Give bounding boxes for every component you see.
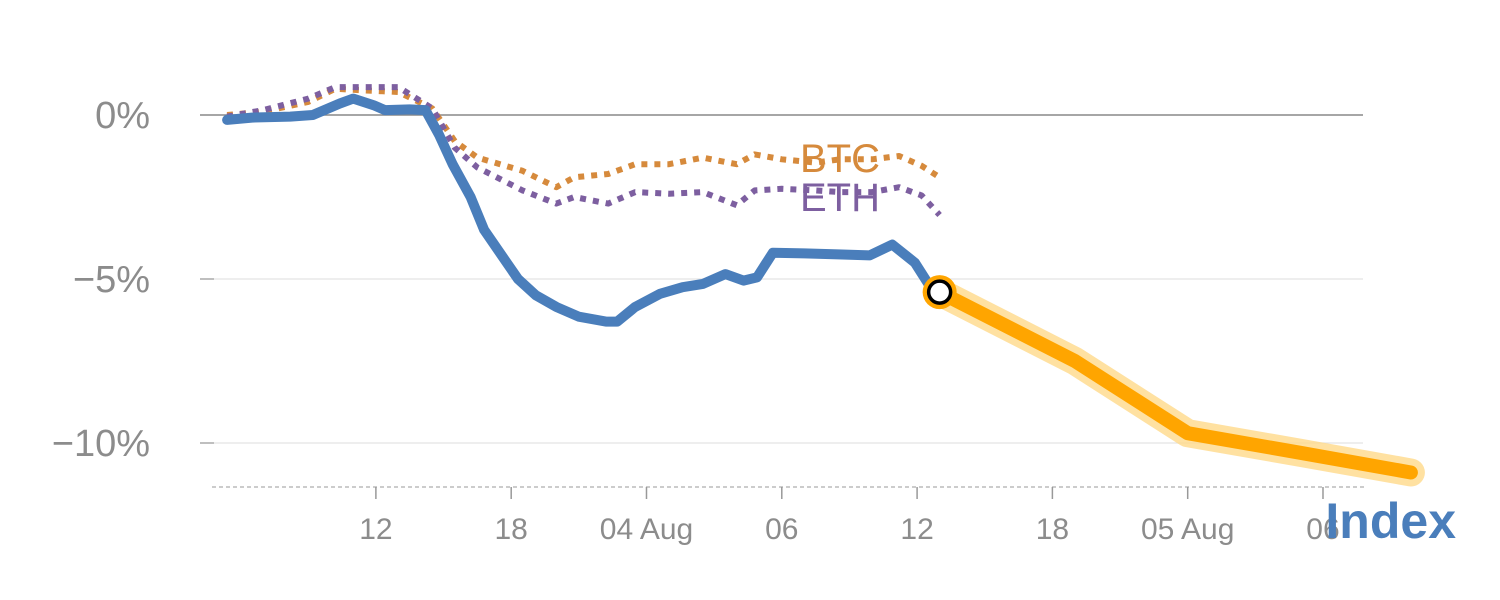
y-tick-label: 0% xyxy=(95,95,150,137)
x-tick-label: 18 xyxy=(495,513,528,546)
x-tick-label: 06 xyxy=(1306,513,1339,546)
marker-point xyxy=(926,279,953,305)
x-tick-label: 04 Aug xyxy=(600,513,693,546)
x-tick-label: 05 Aug xyxy=(1141,513,1234,546)
x-axis-ticks: 12 18 04 Aug 06 12 18 05 Aug 06 xyxy=(359,487,1340,546)
marker-layer xyxy=(922,275,957,310)
projection-halo xyxy=(925,278,1425,487)
y-tick-label: −10% xyxy=(52,423,150,465)
label-layer: BTC ETH Index xyxy=(800,137,1456,549)
x-tick-label: 18 xyxy=(1036,513,1069,546)
series-line-index xyxy=(222,93,945,327)
y-axis-ticks: 0% −5% −10% xyxy=(52,95,214,465)
series-line-eth xyxy=(226,84,942,218)
series-label-btc: BTC xyxy=(800,137,880,181)
x-tick-label: 06 xyxy=(765,513,798,546)
series-line-btc xyxy=(226,85,942,191)
series-layer xyxy=(222,84,1425,487)
y-tick-label: −5% xyxy=(73,259,150,301)
x-tick-label: 12 xyxy=(359,513,392,546)
chart-title: Index xyxy=(1325,493,1456,549)
x-tick-label: 12 xyxy=(900,513,933,546)
series-label-eth: ETH xyxy=(800,176,880,220)
series-line-index-projection xyxy=(932,285,1418,480)
grid-layer xyxy=(200,114,1365,488)
